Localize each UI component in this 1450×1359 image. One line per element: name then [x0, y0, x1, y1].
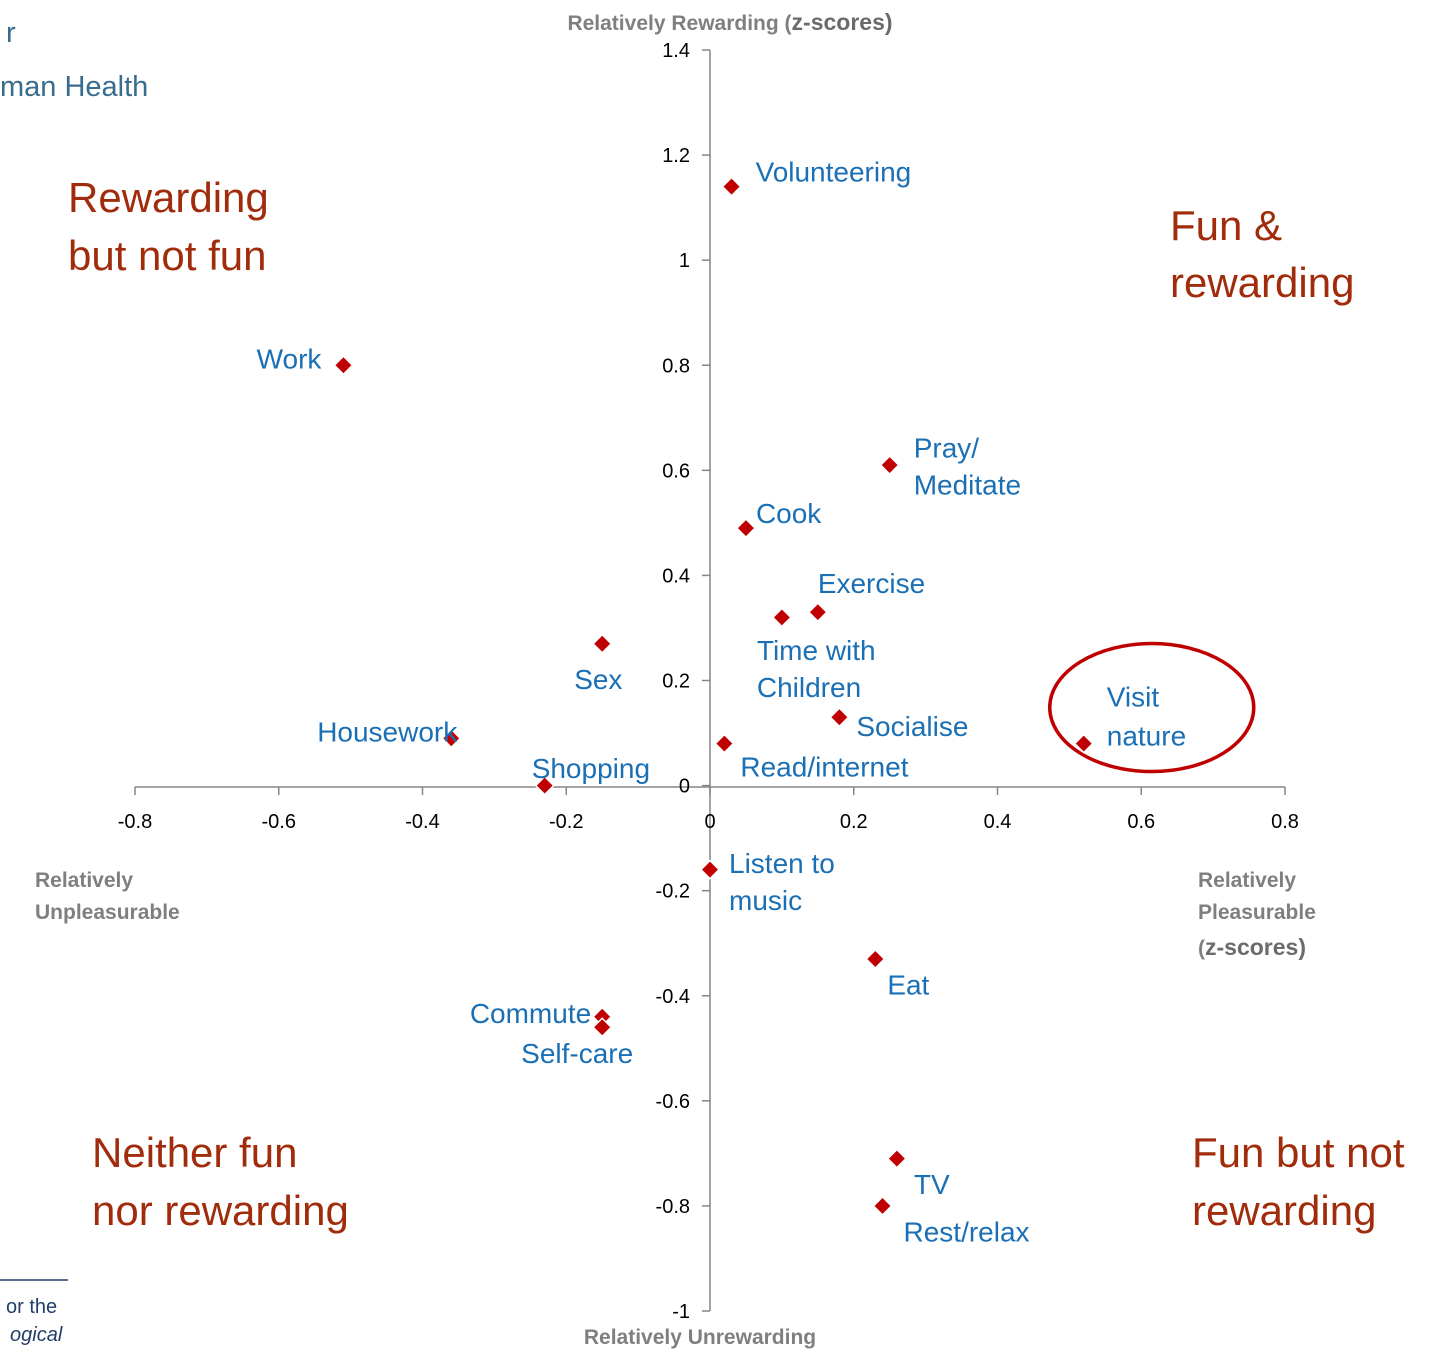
y-axis-ticks: 1.4 1.2 1 0.8 0.6 0.4 0.2 0 -0.2 -0.4 -0.6 -0.8 -1	[656, 40, 710, 1323]
point-self-care-marker	[592, 1017, 613, 1038]
x-tick-label: -0.6	[262, 811, 296, 833]
x-tick-label: 0	[704, 811, 715, 833]
point-rest-relax-label: Rest/relax	[904, 1217, 1030, 1248]
point-pray-meditate-label: Pray/Meditate	[914, 432, 1021, 500]
point-exercise-marker	[807, 602, 828, 623]
quadrant-bottom-left-line1: Neither fun	[92, 1129, 297, 1176]
point-work-marker	[333, 355, 354, 376]
point-cook-label: Cook	[756, 498, 822, 529]
point-cook-marker	[735, 518, 756, 539]
y-tick-label: 0.8	[662, 355, 690, 377]
point-housework-label: Housework	[317, 717, 458, 748]
point-volunteering-label: Volunteering	[756, 157, 912, 188]
x-tick-label: 0.4	[984, 811, 1012, 833]
data-labels: Volunteering Work Pray/Meditate Cook Exercis…	[257, 157, 1187, 1248]
x-tick-label: 0.6	[1127, 811, 1155, 833]
y-tick-label: 1.2	[662, 145, 690, 167]
y-tick-label: 0	[679, 776, 690, 798]
right-axis-title-line3: (z-scores)	[1198, 934, 1306, 960]
left-axis-title-line2: Unpleasurable	[35, 901, 180, 924]
point-shopping-label: Shopping	[532, 753, 650, 784]
y-tick-label: -1	[672, 1301, 690, 1323]
y-tick-label: -0.2	[656, 881, 690, 903]
bottom-axis-title: Relatively Unrewarding	[584, 1326, 816, 1349]
logo-fragment-bottom: man Health	[0, 71, 148, 103]
point-eat-label: Eat	[887, 970, 929, 1001]
point-tv-marker	[886, 1148, 907, 1169]
x-tick-label: -0.4	[405, 811, 439, 833]
point-socialise-marker	[829, 707, 850, 728]
point-listen-to-music-label: Listen to music	[729, 848, 835, 916]
point-commute-label: Commute	[470, 998, 591, 1029]
quadrant-bottom-right-line1: Fun but not	[1192, 1129, 1405, 1176]
y-tick-label: -0.6	[656, 1091, 690, 1113]
right-axis-title-line1: Relatively	[1198, 869, 1296, 892]
point-read-internet-label: Read/internet	[740, 751, 908, 782]
point-visit-nature-marker	[1073, 733, 1094, 754]
point-time-with-children-label: Time with Children	[757, 635, 876, 703]
point-read-internet-marker	[714, 733, 735, 754]
x-axis-ticks: -0.8 -0.6 -0.4 -0.2 0 0.2 0.4 0.6 0.8	[118, 787, 1299, 833]
point-work-label: Work	[257, 344, 323, 375]
y-tick-label: 1.4	[662, 40, 690, 62]
x-tick-label: -0.2	[549, 811, 583, 833]
point-sex-marker	[592, 633, 613, 654]
point-eat-marker	[865, 948, 886, 970]
y-tick-label: 0.4	[662, 565, 690, 587]
point-listen-to-music-marker	[699, 859, 721, 880]
y-tick-label: -0.4	[656, 986, 690, 1008]
y-tick-label: 1	[679, 250, 690, 272]
point-time-with-children-marker	[771, 607, 792, 628]
quadrant-bottom-right-line2: rewarding	[1192, 1187, 1376, 1234]
x-tick-label: -0.8	[118, 811, 152, 833]
y-tick-label: 0.2	[662, 671, 690, 693]
point-tv-label: TV	[914, 1169, 950, 1200]
visit-nature-highlight-ellipse	[1048, 641, 1256, 774]
quadrant-bottom-left-line2: nor rewarding	[92, 1187, 349, 1234]
point-pray-meditate-marker	[879, 455, 900, 476]
y-tick-label: 0.6	[662, 460, 690, 482]
quadrant-top-right-line1: Fun &	[1170, 202, 1282, 249]
logo-fragment-top: r	[6, 17, 16, 49]
point-rest-relax-marker	[872, 1195, 893, 1216]
point-socialise-label: Socialise	[856, 711, 968, 742]
point-self-care-label: Self-care	[521, 1038, 633, 1069]
y-tick-label: -0.8	[656, 1196, 690, 1218]
left-axis-title-line1: Relatively	[35, 869, 133, 892]
top-axis-title: Relatively Rewarding (z-scores)	[567, 9, 892, 35]
x-tick-label: 0.2	[840, 811, 868, 833]
point-exercise-label: Exercise	[818, 568, 925, 599]
point-visit-nature-label: Visit nature	[1107, 681, 1186, 751]
point-shopping-marker	[534, 775, 555, 796]
quadrant-top-left-line1: Rewarding	[68, 174, 269, 221]
x-tick-label: 0.8	[1271, 811, 1299, 833]
quadrant-top-right-line2: rewarding	[1170, 259, 1354, 306]
footnote-fragment-2: ogical	[10, 1324, 63, 1346]
point-volunteering-marker	[721, 176, 742, 197]
footnote-fragment-1: or the	[6, 1296, 57, 1318]
point-sex-label: Sex	[574, 664, 622, 695]
data-points	[333, 176, 1094, 1216]
point-housework-marker	[441, 728, 462, 749]
quadrant-top-left-line2: but not fun	[68, 232, 267, 279]
right-axis-title-line2: Pleasurable	[1198, 901, 1316, 924]
